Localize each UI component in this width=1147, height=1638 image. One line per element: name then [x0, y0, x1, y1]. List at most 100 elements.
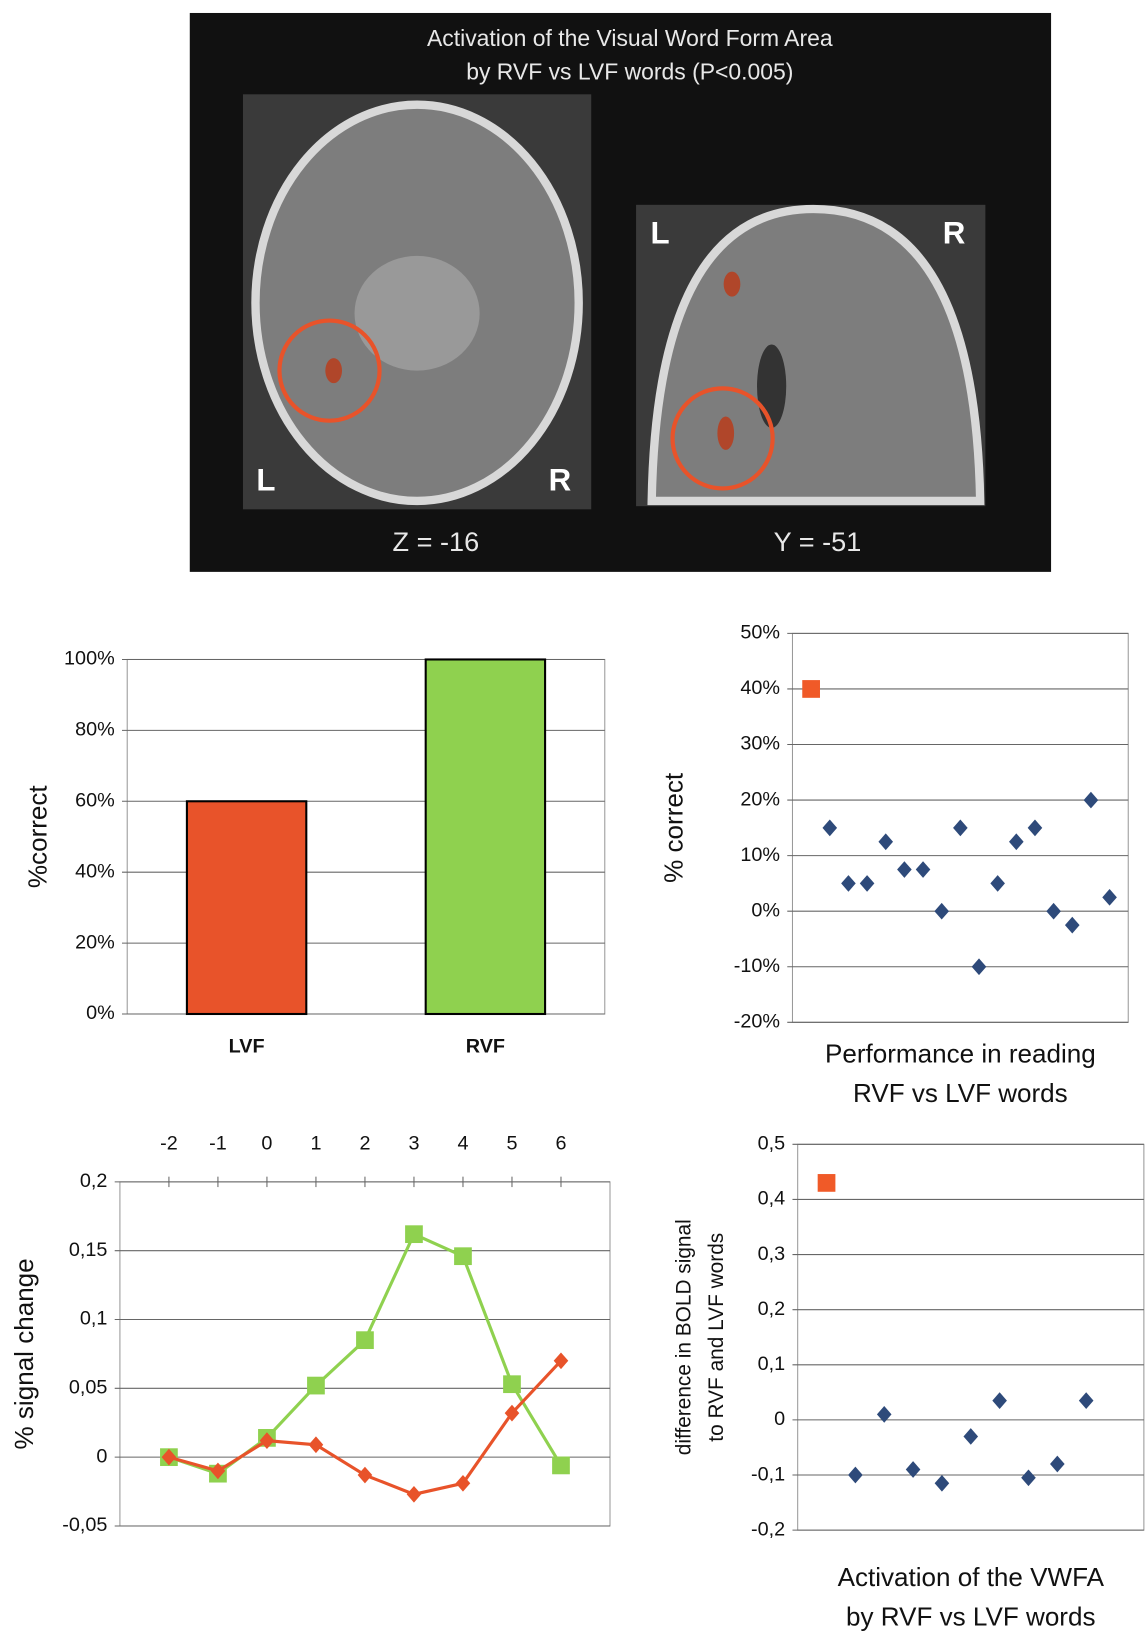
slice-caption: Z = -16 [393, 526, 480, 557]
y-tick-label: 0,5 [758, 1133, 786, 1155]
x-tick-label: LVF [229, 1036, 265, 1058]
x-tick-label: 2 [359, 1133, 370, 1155]
y-tick-label: -0,2 [751, 1518, 785, 1540]
x-tick-label: 4 [457, 1133, 468, 1155]
point [848, 1466, 863, 1484]
x-tick-label: 0 [261, 1133, 272, 1155]
y-tick-label: -0,05 [62, 1514, 107, 1536]
point [357, 1466, 373, 1484]
panel-title: Activation of the Visual Word Form Area [427, 25, 833, 51]
y-axis-label: difference in BOLD signal [673, 1219, 696, 1455]
brain-structure [354, 255, 480, 371]
point [455, 1474, 471, 1492]
side-label: R [943, 215, 966, 250]
side-label: R [549, 462, 572, 497]
y-tick-label: 80% [75, 719, 115, 741]
point [1009, 833, 1024, 851]
y-tick-label: -20% [734, 1011, 780, 1033]
y-tick-label: 0,05 [69, 1377, 108, 1399]
point [953, 819, 968, 837]
point [552, 1456, 570, 1475]
highlight-circle [670, 386, 775, 491]
point [308, 1436, 324, 1454]
y-tick-label: 0% [86, 1002, 115, 1024]
activation [717, 416, 735, 450]
y-tick-label: 0,2 [80, 1170, 108, 1192]
point [963, 1428, 979, 1445]
y-tick-label: 40% [740, 677, 780, 699]
y-axis-label: %correct [23, 785, 53, 889]
imaging-panel: Activation of the Visual Word Form Area … [189, 12, 1052, 572]
bar [185, 800, 308, 1016]
x-axis-label: RVF vs LVF words [853, 1078, 1068, 1108]
ventricle [757, 344, 787, 428]
y-tick-label: -10% [734, 955, 780, 977]
y-axis-label: % signal change [9, 1258, 39, 1449]
point [841, 875, 856, 892]
point [971, 958, 987, 976]
y-tick-label: 0% [751, 899, 780, 921]
point [1050, 1455, 1065, 1473]
y-tick-label: 0 [96, 1445, 107, 1467]
panel-title: by RVF vs LVF words (P<0.005) [466, 59, 793, 85]
point [934, 1474, 950, 1492]
x-tick-label: 6 [555, 1133, 566, 1155]
side-label: L [256, 462, 275, 497]
point [503, 1375, 521, 1394]
point [876, 1406, 892, 1423]
y-tick-label: 20% [740, 788, 780, 810]
point [259, 1432, 275, 1449]
y-tick-label: 0 [774, 1408, 785, 1430]
point [897, 861, 912, 878]
y-tick-label: 30% [740, 733, 780, 755]
point [454, 1247, 472, 1266]
y-tick-label: 0,15 [69, 1239, 108, 1261]
y-tick-label: 10% [740, 844, 780, 866]
x-axis-label: by RVF vs LVF words [846, 1602, 1095, 1632]
point [356, 1331, 374, 1350]
y-tick-label: 60% [75, 790, 115, 812]
highlight-circle [277, 318, 382, 423]
y-tick-label: 20% [75, 931, 115, 953]
y-axis-label: % correct [659, 772, 689, 883]
x-tick-label: RVF [466, 1036, 505, 1058]
point [934, 902, 949, 920]
y-tick-label: 0,2 [758, 1298, 786, 1320]
x-tick-label: 3 [408, 1133, 419, 1155]
y-axis-label: to RVF and LVF words [705, 1233, 728, 1442]
point [1102, 888, 1117, 906]
side-label: L [650, 215, 669, 250]
point [992, 1392, 1007, 1409]
activation [723, 271, 741, 297]
point [1021, 1469, 1036, 1487]
y-tick-label: 0,1 [80, 1308, 108, 1330]
point [1083, 791, 1099, 809]
y-tick-label: -0,1 [751, 1463, 785, 1485]
point [990, 875, 1005, 892]
point [406, 1485, 422, 1503]
point [915, 861, 931, 878]
activation [325, 358, 343, 384]
slice-caption: Y = -51 [774, 526, 862, 557]
y-tick-label: 0,3 [758, 1243, 786, 1265]
y-tick-label: 40% [75, 860, 115, 882]
plot-area [797, 1143, 1145, 1531]
x-tick-label: -2 [160, 1133, 178, 1155]
point [859, 875, 875, 892]
x-tick-label: 5 [506, 1133, 517, 1155]
bar [424, 658, 547, 1016]
x-tick-label: 1 [310, 1133, 321, 1155]
point [1046, 902, 1061, 920]
y-tick-label: 0,1 [758, 1353, 786, 1375]
point [822, 819, 838, 837]
point [802, 680, 820, 698]
point [817, 1174, 836, 1192]
point [405, 1225, 423, 1244]
point [1027, 819, 1043, 837]
y-tick-label: 0,4 [758, 1188, 786, 1210]
point [1078, 1392, 1094, 1409]
line [168, 1232, 563, 1476]
y-tick-label: 100% [64, 648, 115, 670]
x-axis-label: Performance in reading [825, 1039, 1096, 1069]
